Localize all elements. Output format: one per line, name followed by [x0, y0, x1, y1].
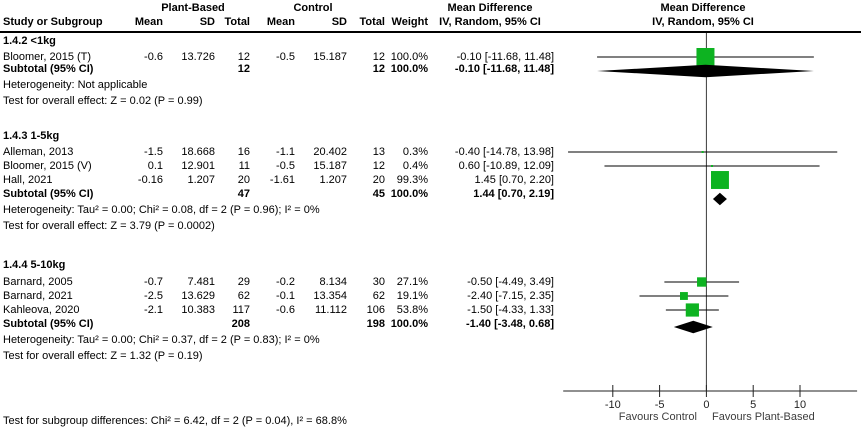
header-separator-line: [0, 31, 861, 33]
header-mean-control: Mean: [266, 16, 295, 28]
header-control: Control: [293, 2, 333, 14]
subgroup-differences-note: Test for subgroup differences: Chi² = 6.…: [3, 415, 347, 427]
ci-text: -0.10 [-11.68, 11.48]: [454, 63, 554, 75]
axis-tick-label: 0: [703, 399, 709, 411]
header-row-columns: Study or Subgroup Mean SD Total Mean SD …: [0, 16, 861, 29]
heterogeneity-note: Heterogeneity: Tau² = 0.00; Chi² = 0.08,…: [3, 204, 320, 216]
overall-effect-note: Test for overall effect: Z = 0.02 (P = 0…: [3, 95, 203, 107]
subgroup-title: 1.4.4 5-10kg: [3, 259, 66, 271]
heterogeneity-note: Heterogeneity: Not applicable: [3, 79, 148, 91]
header-method-plot: IV, Random, 95% CI: [652, 16, 754, 28]
ci-text: -0.10 [-11.68, 11.48]: [456, 51, 554, 63]
header-sd-pb: SD: [199, 16, 215, 28]
ci-text: -1.40 [-3.48, 0.68]: [465, 318, 554, 330]
header-sd-control: SD: [331, 16, 347, 28]
subgroup-title: 1.4.2 <1kg: [3, 35, 56, 47]
overall-effect-note: Test for overall effect: Z = 1.32 (P = 0…: [3, 350, 203, 362]
axis-tick-label: -5: [655, 399, 665, 411]
axis-tick-label: 10: [794, 399, 806, 411]
header-plant-based: Plant-Based: [161, 2, 225, 14]
study-label: Barnard, 2005: [3, 276, 73, 288]
header-method-text: IV, Random, 95% CI: [439, 16, 541, 28]
ci-text: 1.44 [0.70, 2.19]: [473, 188, 554, 200]
study-row: Alleman, 2013 -1.5 18.668 16 -1.1 20.402…: [3, 146, 554, 158]
header-mean-difference-plot: Mean Difference: [660, 2, 746, 14]
header-weight: Weight: [391, 16, 428, 28]
favours-control-label: Favours Control: [618, 411, 697, 423]
subtotal-row: Subtotal (95% CI) 12 12 100.0% -0.10 [-1…: [3, 63, 554, 75]
ci-text: 0.60 [-10.89, 12.09]: [458, 160, 554, 172]
favours-plant-based-label: Favours Plant-Based: [712, 411, 815, 423]
ci-text: -1.50 [-4.33, 1.33]: [467, 304, 554, 316]
study-row: Bloomer, 2015 (T) -0.6 13.726 12 -0.5 15…: [3, 51, 554, 63]
subtotal-row: Subtotal (95% CI) 47 45 100.0% 1.44 [0.7…: [3, 188, 554, 200]
header-row-arms: Plant-Based Control Mean Difference Mean…: [0, 2, 861, 15]
header-study-or-subgroup: Study or Subgroup: [3, 16, 103, 28]
study-row: Hall, 2021 -0.16 1.207 20 -1.61 1.207 20…: [3, 174, 554, 186]
subgroup-title: 1.4.3 1-5kg: [3, 130, 60, 142]
study-label: Barnard, 2021: [3, 290, 73, 302]
header-total-control: Total: [359, 16, 385, 28]
study-label: Bloomer, 2015 (T): [3, 51, 92, 63]
ci-text: 1.45 [0.70, 2.20]: [474, 174, 554, 186]
ci-text: -2.40 [-7.15, 2.35]: [467, 290, 554, 302]
study-row: Kahleova, 2020 -2.1 10.383 117 -0.6 11.1…: [3, 304, 554, 316]
header-mean-difference-text: Mean Difference: [447, 2, 533, 14]
subtotal-row: Subtotal (95% CI) 208 198 100.0% -1.40 […: [3, 318, 554, 330]
heterogeneity-note: Heterogeneity: Tau² = 0.00; Chi² = 0.37,…: [3, 334, 320, 346]
study-label: Bloomer, 2015 (V): [3, 160, 92, 172]
study-label: Kahleova, 2020: [3, 304, 80, 316]
study-label: Hall, 2021: [3, 174, 53, 186]
ci-text: -0.50 [-4.49, 3.49]: [467, 276, 554, 288]
axis-tick-label: -10: [605, 399, 621, 411]
header-mean-pb: Mean: [134, 16, 163, 28]
study-label: Alleman, 2013: [3, 146, 74, 158]
study-row: Bloomer, 2015 (V) 0.1 12.901 11 -0.5 15.…: [3, 160, 554, 172]
overall-effect-note: Test for overall effect: Z = 3.79 (P = 0…: [3, 220, 215, 232]
axis-tick-label: 5: [750, 399, 756, 411]
header-total-pb: Total: [224, 16, 250, 28]
ci-text: -0.40 [-14.78, 13.98]: [454, 146, 554, 158]
study-row: Barnard, 2021 -2.5 13.629 62 -0.1 13.354…: [3, 290, 554, 302]
study-row: Barnard, 2005 -0.7 7.481 29 -0.2 8.134 3…: [3, 276, 554, 288]
